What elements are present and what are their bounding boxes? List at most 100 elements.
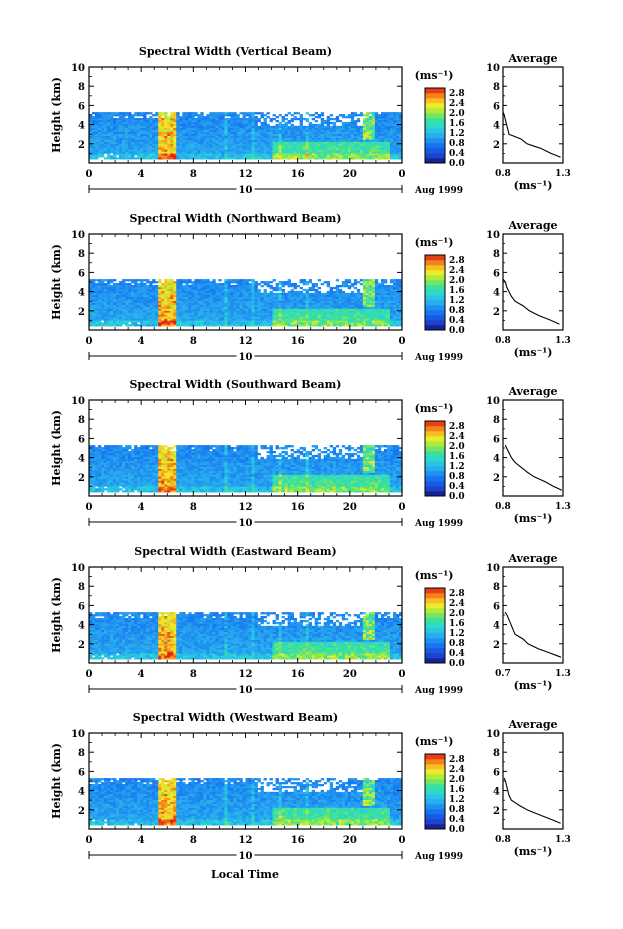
heatmap-cell [215,112,219,115]
heatmap-cell [98,151,102,154]
heatmap-cell [254,283,258,286]
heatmap-cell [164,302,168,305]
heatmap-cell [374,133,379,136]
heatmap-cell [230,306,234,309]
heatmap-cell [182,145,186,148]
heatmap-cell [230,324,234,327]
heatmap-cell [98,312,102,315]
heatmap-cell [317,304,322,307]
heatmap-cell [389,279,394,282]
heatmap-cell [158,306,162,309]
heatmap-cell [227,310,231,313]
heatmap-cell [200,283,204,286]
heatmap-cell [257,298,261,301]
heatmap-cell [176,151,180,154]
heatmap-cell [386,304,391,307]
heatmap-cell [281,296,285,300]
heatmap-cell [287,312,291,315]
heatmap-cell [296,129,300,133]
heatmap-cell [344,151,349,154]
heatmap-cell [230,114,234,117]
heatmap-cell [92,296,96,300]
heatmap-cell [383,292,388,296]
heatmap-cell [182,308,186,311]
heatmap-cell [278,114,282,117]
heatmap-cell [329,292,334,296]
heatmap-cell [173,310,177,313]
heatmap-cell [338,310,343,313]
heatmap-cell [203,320,207,323]
heatmap-cell [287,155,291,158]
heatmap-cell [326,320,331,323]
heatmap-cell [212,123,216,127]
heatmap-cell [119,125,123,129]
heatmap-cell [170,157,174,160]
heatmap-cell [272,114,276,117]
heatmap-cell [176,114,180,117]
heatmap-cell [341,143,346,146]
heatmap-cell [218,121,222,125]
heatmap-cell [209,121,213,125]
heatmap-cell [308,143,313,146]
heatmap-cell [197,314,201,317]
heatmap-cell [278,157,282,160]
heatmap-cell [344,147,349,150]
heatmap-cell [245,296,249,300]
heatmap-cell [170,137,174,140]
heatmap-cell [92,279,96,282]
heatmap-cell [101,119,105,123]
heatmap-cell [362,279,367,282]
heatmap-cell [299,141,303,144]
heatmap-cell [110,151,114,154]
heatmap-cell [164,145,168,148]
heatmap-cell [179,119,183,123]
heatmap-cell [137,137,141,140]
heatmap-cell [365,131,370,134]
heatmap-cell [122,314,126,317]
heatmap-cell [263,294,267,298]
heatmap-cell [89,131,93,134]
heatmap-cell [131,298,135,301]
heatmap-cell [362,133,367,136]
heatmap-cell [314,310,319,313]
heatmap-cell [95,283,99,286]
heatmap-cell [377,290,382,294]
heatmap-cell [116,129,120,133]
heatmap-cell [242,312,246,315]
heatmap-cell [365,153,370,156]
heatmap-cell [176,312,180,315]
heatmap-cell [107,118,111,121]
heatmap-cell [110,155,114,158]
heatmap-cell [101,114,105,117]
heatmap-cell [200,141,204,144]
heatmap-cell [389,125,394,129]
heatmap-cell [227,286,231,290]
heatmap-cell [119,149,123,152]
heatmap-cell [314,318,319,321]
heatmap-cell [95,296,99,300]
heatmap-cell [272,286,276,290]
heatmap-cell [197,147,201,150]
heatmap-cell [95,141,99,144]
heatmap-cell [212,119,216,123]
heatmap-cell [110,279,114,282]
heatmap-cell [368,129,373,133]
heatmap-cell [308,135,313,138]
heatmap-cell [233,121,237,125]
heatmap-cell [272,149,276,152]
heatmap-cell [95,279,99,282]
heatmap-cell [131,129,135,133]
heatmap-cell [101,153,105,156]
heatmap-cell [140,147,144,150]
panel-3: Spectral Width (Southward Beam)246810Hei… [50,378,571,529]
heatmap-cell [233,304,237,307]
heatmap-cell [293,147,297,150]
heatmap-cell [170,153,174,156]
heatmap-cell [188,310,192,313]
heatmap-cell [146,139,150,142]
heatmap-cell [359,139,364,142]
heatmap-cell [395,320,400,323]
heatmap-cell [365,322,370,325]
heatmap-cell [380,285,385,288]
heatmap-cell [98,116,102,119]
